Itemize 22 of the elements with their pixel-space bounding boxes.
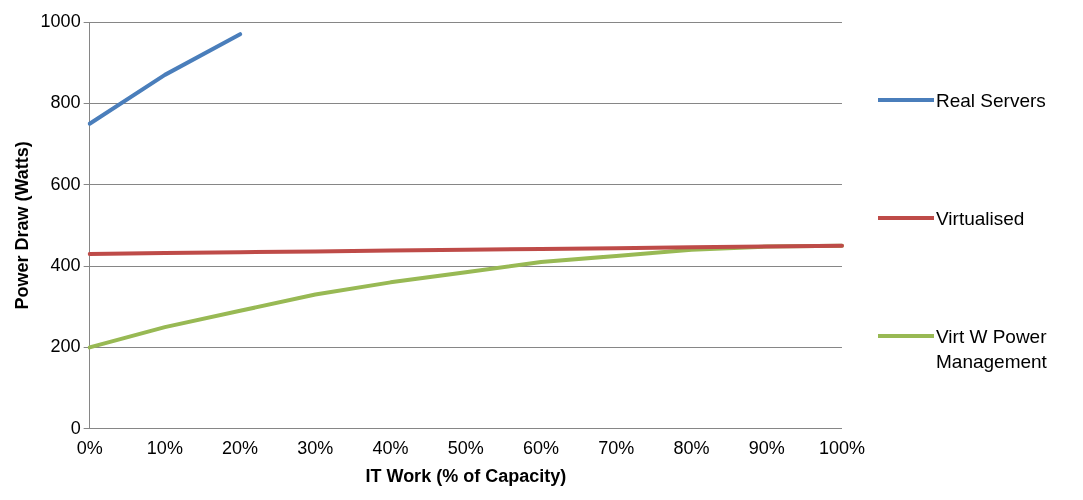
y-tick-label: 600 [50, 173, 81, 194]
x-axis-title: IT Work (% of Capacity) [365, 466, 567, 487]
x-tick-label: 30% [297, 437, 334, 458]
x-tick-label: 80% [673, 437, 710, 458]
x-tick-label: 90% [748, 437, 785, 458]
x-tick-label: 40% [372, 437, 409, 458]
y-axis-title: Power Draw (Watts) [11, 141, 32, 310]
legend-label: Virt W Power Management [936, 325, 1048, 374]
legend-label: Real Servers [936, 89, 1047, 113]
legend-label: Virtualised [936, 207, 1026, 231]
x-tick-label: 20% [222, 437, 259, 458]
y-tick-label: 1000 [40, 10, 81, 31]
x-tick-label: 60% [523, 437, 560, 458]
y-tick-label: 800 [50, 92, 81, 113]
x-tick-label: 100% [818, 437, 865, 458]
y-tick-label: 200 [50, 336, 81, 357]
x-tick-label: 70% [598, 437, 635, 458]
x-tick-label: 0% [76, 437, 103, 458]
x-tick-label: 50% [447, 437, 484, 458]
y-tick-label: 0 [70, 417, 81, 438]
x-tick-label: 10% [146, 437, 183, 458]
y-tick-label: 400 [50, 255, 81, 276]
